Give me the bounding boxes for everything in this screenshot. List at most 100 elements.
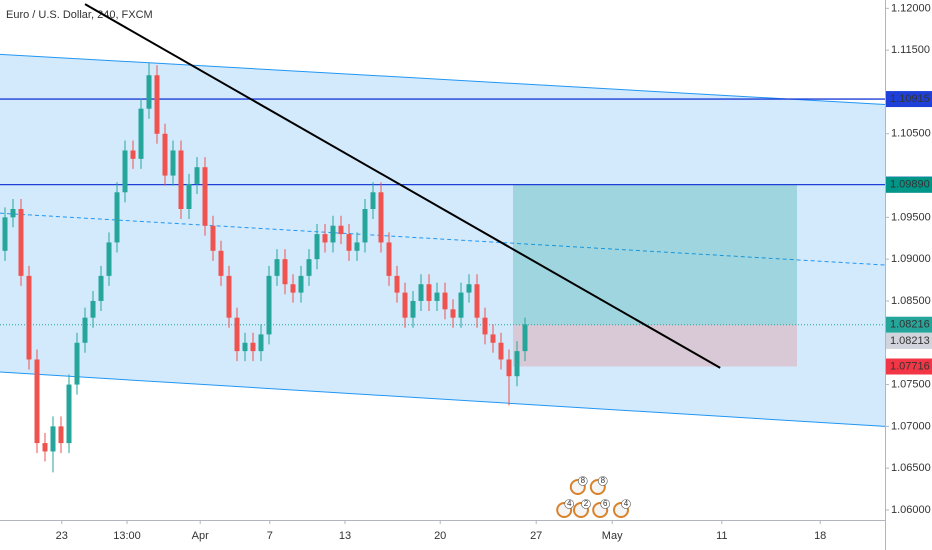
price-label: 1.08216 bbox=[890, 319, 930, 331]
last-price-label: 1.08213 bbox=[890, 335, 930, 347]
candle-body bbox=[82, 317, 88, 343]
candle-body bbox=[298, 275, 304, 293]
x-tick-label: May bbox=[602, 530, 623, 542]
candle-body bbox=[314, 234, 320, 260]
candle-body bbox=[202, 167, 208, 226]
candle-body bbox=[338, 225, 344, 235]
x-tick-label: 11 bbox=[716, 530, 727, 542]
candle-body bbox=[362, 209, 368, 243]
y-tick-label: 1.09000 bbox=[891, 253, 931, 265]
candle-body bbox=[50, 426, 56, 452]
x-tick-label: Apr bbox=[192, 530, 209, 542]
candle-body bbox=[146, 75, 152, 109]
candle-body bbox=[234, 317, 240, 352]
candle-body bbox=[522, 324, 528, 352]
candle-body bbox=[138, 108, 144, 159]
candle-body bbox=[130, 150, 136, 159]
y-tick-label: 1.07500 bbox=[891, 378, 931, 390]
x-tick-label: 20 bbox=[434, 530, 446, 542]
channel-middle bbox=[0, 212, 886, 266]
candle-body bbox=[34, 359, 40, 444]
y-tick-label: 1.07000 bbox=[891, 420, 931, 432]
candle-body bbox=[218, 250, 224, 276]
candle-body bbox=[18, 209, 24, 276]
channel-upper bbox=[0, 53, 886, 106]
candle-body bbox=[170, 150, 176, 176]
channel-fill bbox=[0, 54, 885, 427]
candle-body bbox=[114, 192, 120, 243]
y-tick-label: 1.09500 bbox=[891, 211, 931, 223]
candle-body bbox=[242, 342, 248, 352]
event-badge bbox=[581, 499, 591, 509]
candle-body bbox=[386, 242, 392, 276]
candle-body bbox=[322, 234, 328, 243]
price-label-bg bbox=[886, 358, 932, 375]
candle-body bbox=[354, 242, 360, 251]
channel-lower bbox=[0, 371, 886, 427]
candle-body bbox=[378, 192, 384, 243]
candle-body bbox=[98, 275, 104, 301]
candle-body bbox=[458, 292, 464, 318]
candle-body bbox=[498, 342, 504, 360]
candle-body bbox=[154, 75, 160, 134]
chart-title: Euro / U.S. Dollar, 240, FXCM bbox=[6, 9, 153, 21]
candle-body bbox=[162, 133, 168, 176]
event-badge bbox=[564, 499, 575, 509]
candle-body bbox=[90, 300, 96, 318]
x-tick-label: 18 bbox=[814, 530, 826, 542]
candle-body bbox=[466, 284, 472, 293]
price-label-bg bbox=[886, 91, 932, 108]
price-label: 1.07716 bbox=[890, 360, 930, 372]
event-count: 8 bbox=[601, 476, 606, 485]
candle-body bbox=[434, 292, 440, 301]
x-tick-label: 13 bbox=[339, 530, 351, 542]
price-label-bg bbox=[886, 176, 932, 193]
candle-body bbox=[250, 342, 256, 352]
candle-body bbox=[58, 426, 64, 444]
y-tick-label: 1.08500 bbox=[891, 295, 931, 307]
candle-body bbox=[410, 300, 416, 318]
y-tick-label: 1.12000 bbox=[891, 2, 931, 14]
event-badge bbox=[621, 499, 631, 509]
candle-body bbox=[402, 292, 408, 318]
candle-body bbox=[482, 317, 488, 335]
candle-body bbox=[490, 334, 496, 343]
candle-body bbox=[426, 284, 432, 301]
candle-body bbox=[442, 292, 448, 310]
candle-body bbox=[506, 359, 512, 377]
x-tick-label: 7 bbox=[267, 530, 273, 542]
candle-body bbox=[194, 167, 200, 184]
candle-body bbox=[66, 384, 72, 444]
price-label: 1.09890 bbox=[890, 179, 930, 191]
candle-body bbox=[418, 284, 424, 301]
profit-zone bbox=[513, 184, 797, 325]
event-count: 6 bbox=[603, 499, 608, 508]
candle-body bbox=[394, 275, 400, 293]
event-count: 2 bbox=[584, 499, 589, 508]
candle-body bbox=[186, 183, 192, 210]
candle-body bbox=[330, 225, 336, 243]
candle-body bbox=[282, 259, 288, 285]
event-badge bbox=[600, 499, 611, 509]
x-tick-label: 23 bbox=[56, 530, 68, 542]
candle-body bbox=[26, 275, 32, 360]
candle-body bbox=[10, 209, 16, 218]
candle-body bbox=[306, 259, 312, 276]
candle-body bbox=[274, 259, 280, 276]
candle-body bbox=[266, 275, 272, 335]
candle-body bbox=[290, 284, 296, 293]
y-tick-label: 1.11500 bbox=[891, 44, 930, 56]
price-label: 1.10915 bbox=[890, 93, 930, 105]
candle-body bbox=[346, 234, 352, 251]
y-tick-label: 1.06000 bbox=[891, 504, 931, 516]
price-label-bg bbox=[886, 316, 932, 333]
event-count: 4 bbox=[624, 499, 629, 508]
trend-line bbox=[84, 3, 721, 369]
candle-body bbox=[2, 217, 8, 251]
candle-body bbox=[226, 275, 232, 318]
y-tick-label: 1.10500 bbox=[891, 128, 931, 140]
candle-body bbox=[106, 242, 112, 276]
candle-body bbox=[74, 342, 80, 385]
candle-body bbox=[122, 150, 128, 193]
last-price-label-bg bbox=[886, 332, 932, 349]
